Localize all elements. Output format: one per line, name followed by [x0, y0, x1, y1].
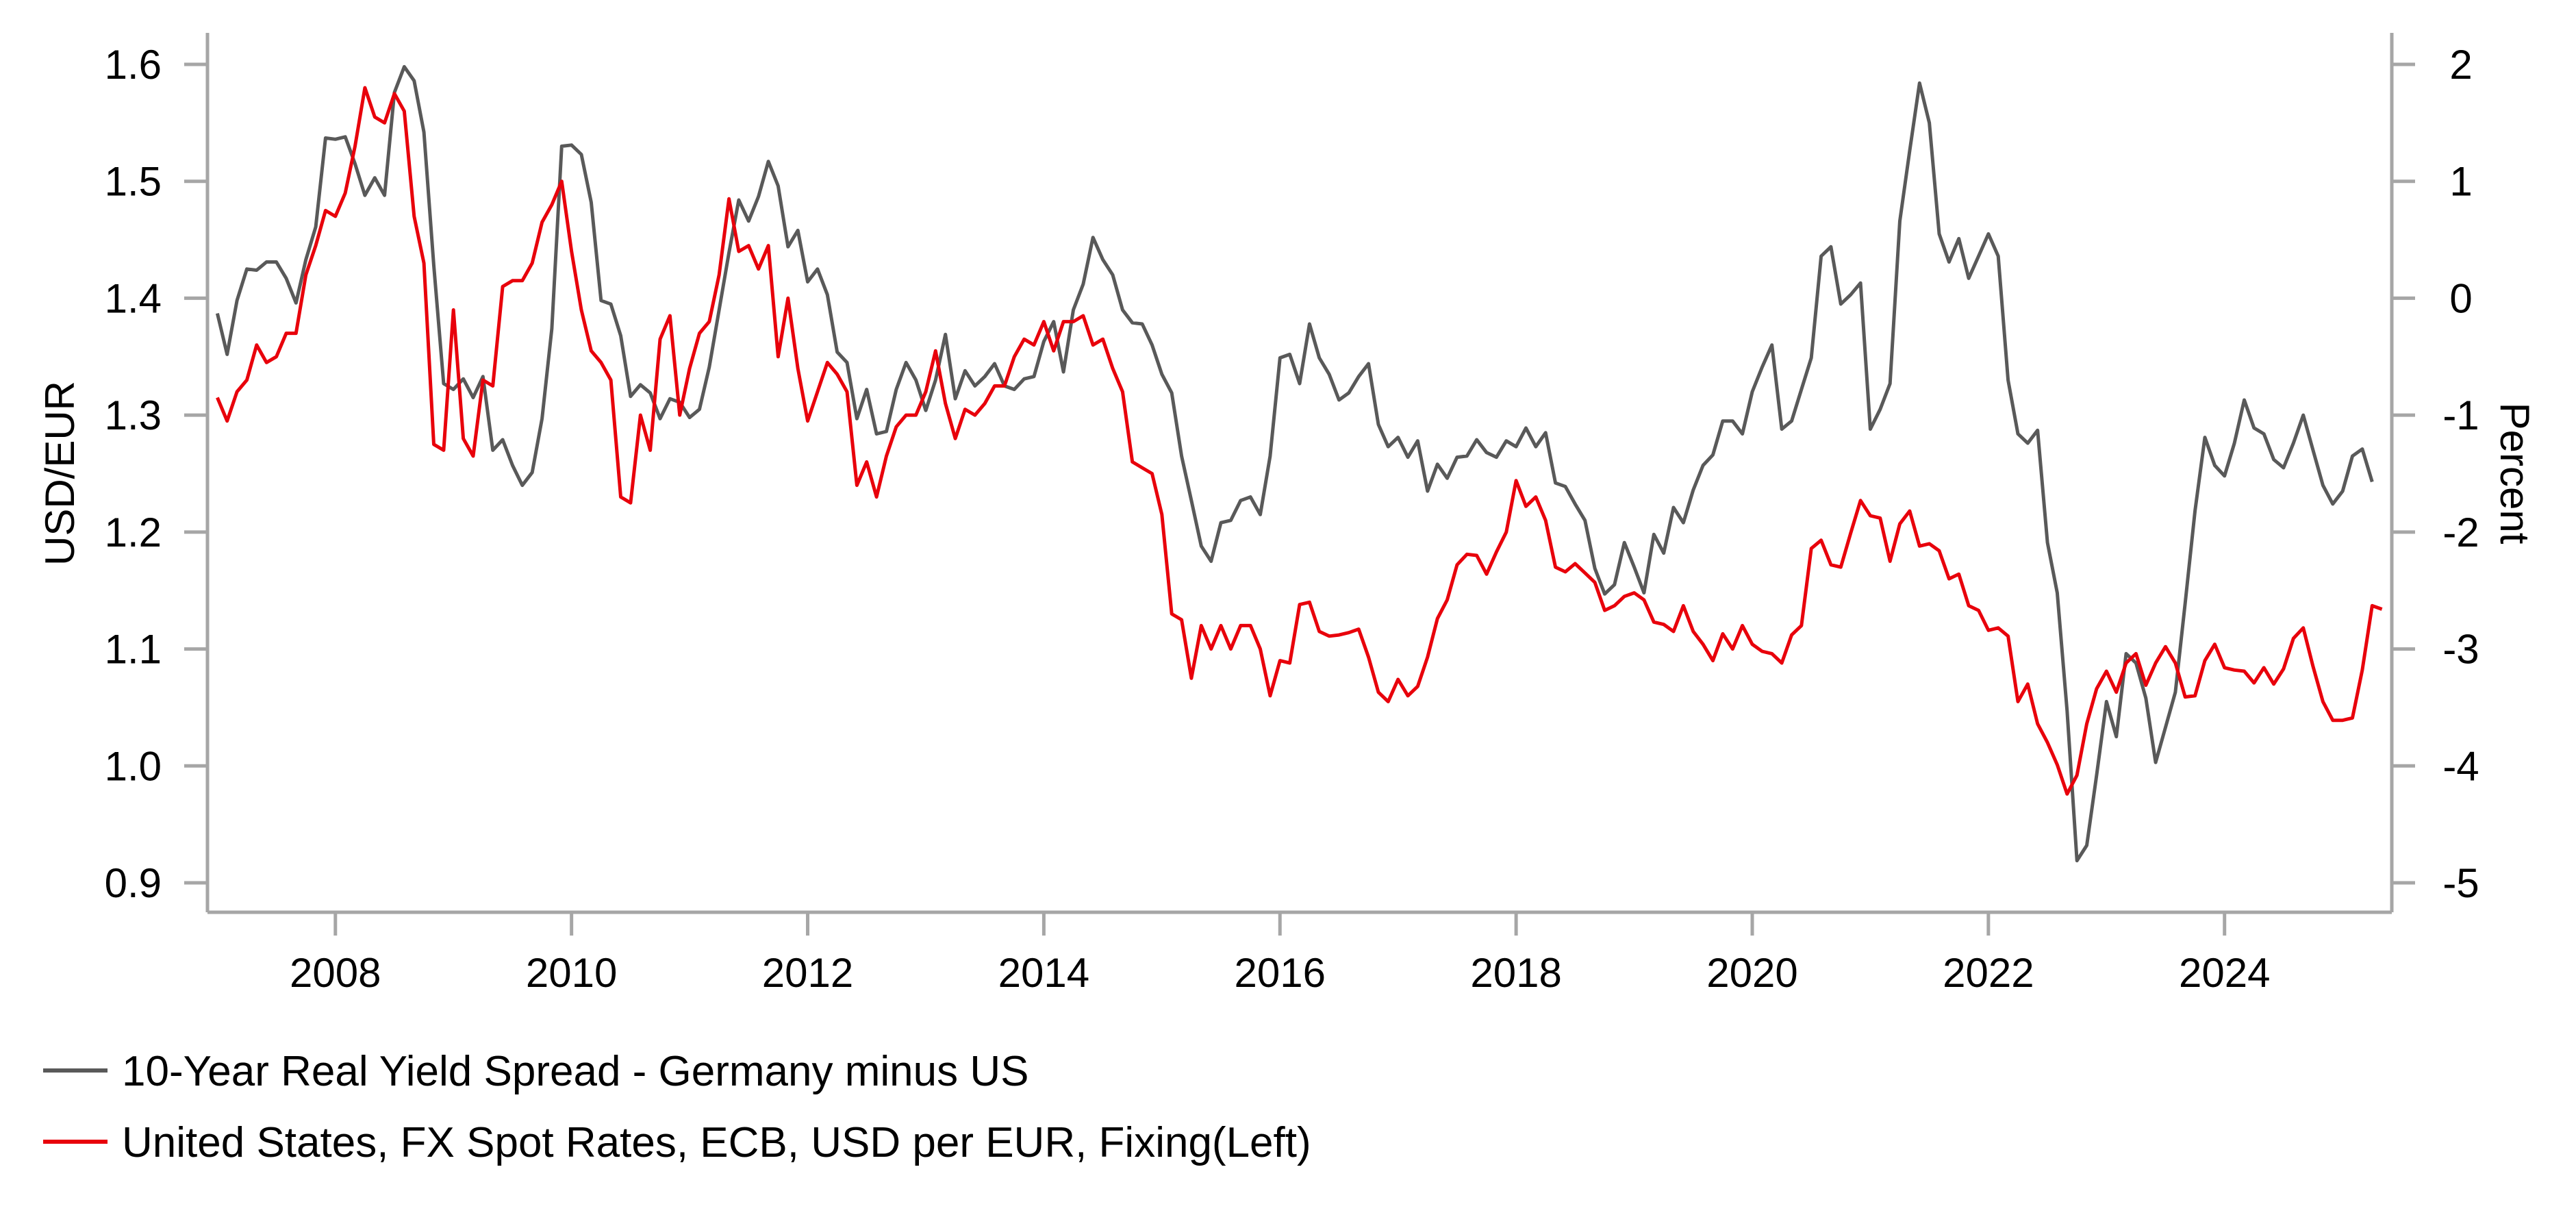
x-tick-label: 2014 — [998, 950, 1089, 996]
y-left-tick-label: 1.3 — [105, 392, 162, 438]
legend-label-spread: 10-Year Real Yield Spread - Germany minu… — [122, 1048, 1028, 1095]
legend-label-fx: United States, FX Spot Rates, ECB, USD p… — [122, 1119, 1311, 1166]
series-line-usd-per-eur — [216, 86, 2383, 796]
y-right-tick-label: -1 — [2442, 392, 2479, 438]
y-right-tick-label: -2 — [2442, 510, 2479, 555]
legend-item-fx: United States, FX Spot Rates, ECB, USD p… — [43, 1119, 1311, 1166]
y-left-tick-label: 1.6 — [105, 42, 162, 88]
x-tick-label: 2010 — [526, 950, 617, 996]
legend-item-spread: 10-Year Real Yield Spread - Germany minu… — [43, 1048, 1028, 1095]
axes: 0.9 1.0 1.1 1.2 1.3 1.4 1.5 1.6 -5 -4 -3 -2 -1 0 1 2 200… — [105, 33, 2479, 996]
x-tick-label: 2008 — [290, 950, 381, 996]
y-right-tick-label: -4 — [2442, 743, 2479, 789]
y-left-tick-label: 1.2 — [105, 510, 162, 555]
x-tick-label: 2024 — [2179, 950, 2270, 996]
x-tick-label: 2020 — [1706, 950, 1797, 996]
y-right-tick-label: -5 — [2442, 860, 2479, 906]
legend: 10-Year Real Yield Spread - Germany minu… — [43, 1048, 1311, 1166]
y-left-tick-label: 1.0 — [105, 743, 162, 789]
x-tick-label: 2022 — [1943, 950, 2034, 996]
y-right-tick-label: 0 — [2449, 275, 2472, 321]
x-tick-label: 2012 — [762, 950, 853, 996]
series-lines — [215, 64, 2383, 863]
series-line-real-yield-spread — [215, 64, 2374, 863]
y-left-tick-label: 1.1 — [105, 627, 162, 673]
y-axis-right-title: Percent — [2492, 403, 2538, 544]
x-tick-label: 2018 — [1470, 950, 1561, 996]
y-left-tick-label: 0.9 — [105, 860, 162, 906]
y-left-tick-label: 1.4 — [105, 275, 162, 321]
y-axis-left-title: USD/EUR — [37, 381, 83, 566]
x-tick-label: 2016 — [1235, 950, 1326, 996]
y-right-tick-label: 1 — [2449, 159, 2472, 205]
y-right-tick-label: 2 — [2449, 42, 2472, 88]
y-right-tick-label: -3 — [2442, 627, 2479, 673]
y-left-tick-label: 1.5 — [105, 159, 162, 205]
